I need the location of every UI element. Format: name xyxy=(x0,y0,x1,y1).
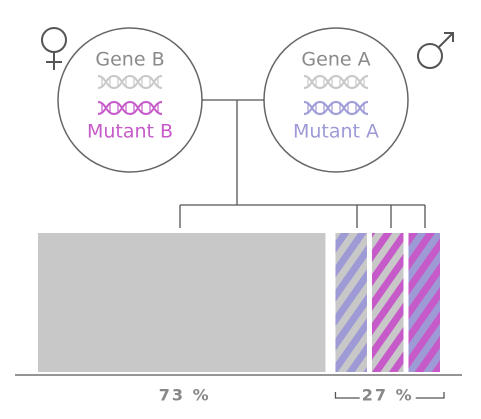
female-symbol xyxy=(41,27,67,70)
striped-bar xyxy=(371,233,404,372)
bar xyxy=(38,233,326,372)
striped-bar xyxy=(335,233,367,372)
male-symbol xyxy=(417,32,454,69)
gene-label: Gene B xyxy=(95,49,164,71)
striped-bar xyxy=(408,233,440,372)
percent-label: 73 % xyxy=(159,386,211,405)
dna-icon xyxy=(97,101,163,115)
bracket xyxy=(334,392,445,399)
dna-icon xyxy=(97,75,163,89)
bars xyxy=(38,233,440,372)
percent-label: 27 % xyxy=(362,386,414,405)
dna-icon xyxy=(303,75,369,89)
connector xyxy=(179,99,426,228)
gene-label: Gene A xyxy=(301,49,370,71)
mutant-label: Mutant B xyxy=(87,121,173,143)
dna-icon xyxy=(303,101,369,115)
mutant-label: Mutant A xyxy=(293,121,379,143)
